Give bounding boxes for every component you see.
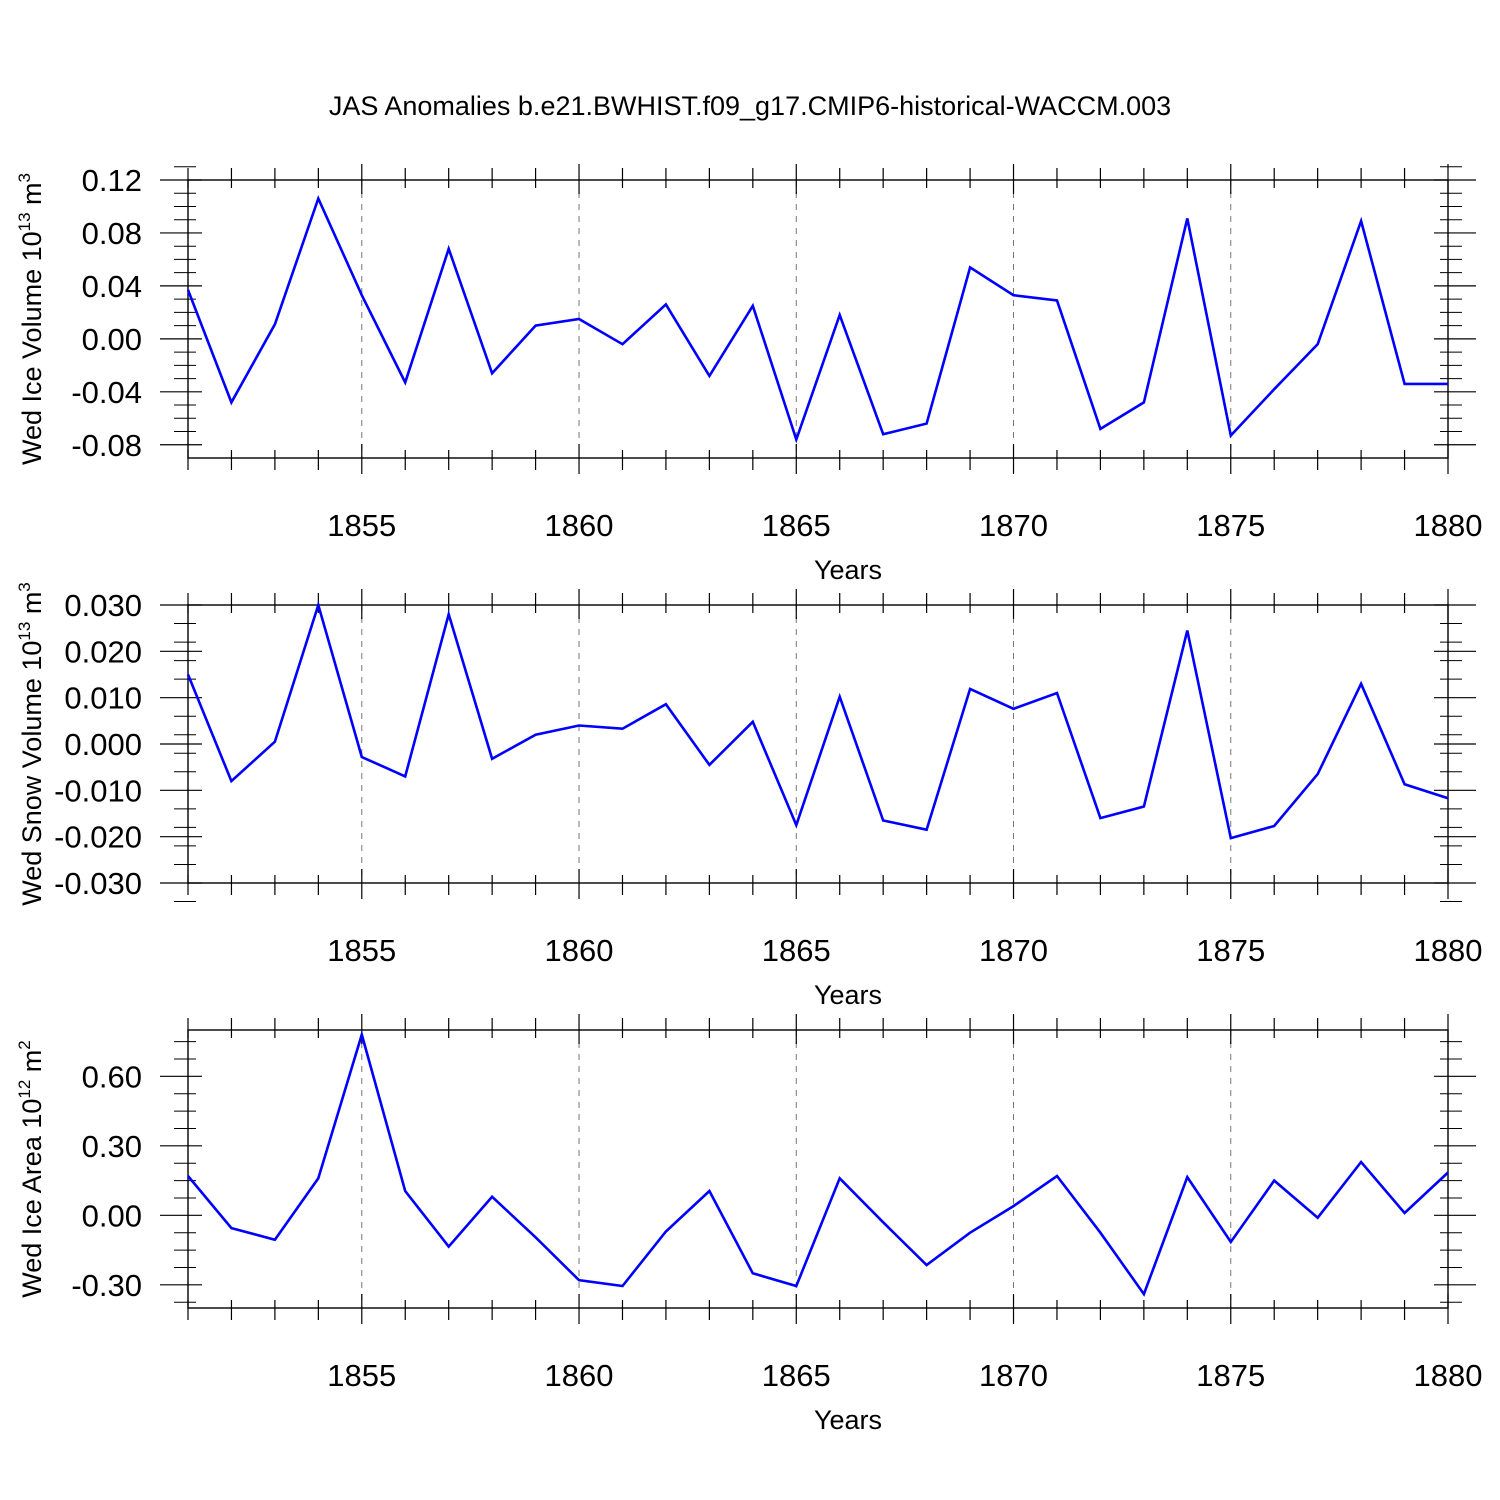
- x-axis-label: Years: [814, 555, 882, 585]
- x-tick-label: 1880: [1414, 933, 1483, 968]
- x-tick-label: 1860: [545, 933, 614, 968]
- series-line: [186, 194, 1448, 444]
- series-line: [187, 1029, 1449, 1297]
- y-axis-label: Wed Ice Area 1012 m2: [15, 1040, 47, 1298]
- x-tick-label: 1870: [979, 933, 1048, 968]
- y-tick-label: -0.010: [54, 773, 142, 808]
- panel-1: 0.12 0.08 0.04 0.00 -0.04 -0.08 1855 1860 1865 18…: [15, 163, 1482, 585]
- y-tick-label: -0.020: [54, 820, 142, 855]
- y-tick-label: 0.08: [82, 216, 142, 251]
- plot-frame: [187, 604, 1449, 884]
- x-axis-label: Years: [814, 1405, 882, 1435]
- x-tick-label: 1875: [1196, 933, 1265, 968]
- y-tick-label: 0.60: [82, 1059, 142, 1094]
- y-tick-label: 0.12: [82, 163, 142, 198]
- y-tick-label: 0.04: [82, 269, 142, 304]
- x-tick-label: 1875: [1196, 1358, 1265, 1393]
- x-tick-label: 1860: [545, 508, 614, 543]
- y-tick-label: 0.30: [82, 1129, 142, 1164]
- y-tick-label: -0.04: [71, 375, 142, 410]
- chart-title: JAS Anomalies b.e21.BWHIST.f09_g17.CMIP6…: [329, 91, 1171, 121]
- y-tick-label: 0.00: [82, 322, 142, 357]
- y-tick-label: -0.08: [71, 428, 142, 463]
- y-tick-label: -0.30: [71, 1268, 142, 1303]
- x-tick-label: 1870: [979, 1358, 1048, 1393]
- series-line: [186, 600, 1449, 840]
- panel-3: 0.60 0.30 0.00 -0.30 1855 1860 1865 1870 1875 188…: [15, 1014, 1482, 1435]
- x-tick-label: 1855: [327, 508, 396, 543]
- panel-2: 0.030 0.020 0.010 0.000 -0.010 -0.020 -0.030 18…: [15, 582, 1482, 1010]
- y-axis-label: Wed Ice Volume 1013 m3: [15, 173, 47, 465]
- y-tick-label: 0.000: [64, 727, 142, 762]
- y-tick-label: -0.030: [54, 866, 142, 901]
- y-tick-label: 0.010: [64, 681, 142, 716]
- plot-frame: [187, 179, 1449, 459]
- x-tick-label: 1875: [1196, 508, 1265, 543]
- x-tick-label: 1865: [762, 933, 831, 968]
- y-tick-label: 0.030: [64, 588, 142, 623]
- x-tick-label: 1880: [1414, 508, 1483, 543]
- chart-panels: 0.12 0.08 0.04 0.00 -0.04 -0.08 1855 1860 1865 18…: [15, 163, 1482, 1435]
- x-tick-label: 1865: [762, 508, 831, 543]
- x-tick-label: 1855: [327, 1358, 396, 1393]
- y-tick-label: 0.00: [82, 1198, 142, 1233]
- y-tick-label: 0.020: [64, 634, 142, 669]
- plot-frame: [187, 1029, 1449, 1309]
- y-axis-label: Wed Snow Volume 1013 m3: [15, 582, 47, 906]
- x-tick-label: 1880: [1414, 1358, 1483, 1393]
- x-tick-label: 1865: [762, 1358, 831, 1393]
- x-axis-label: Years: [814, 980, 882, 1010]
- x-tick-label: 1860: [545, 1358, 614, 1393]
- x-tick-label: 1870: [979, 508, 1048, 543]
- x-tick-label: 1855: [327, 933, 396, 968]
